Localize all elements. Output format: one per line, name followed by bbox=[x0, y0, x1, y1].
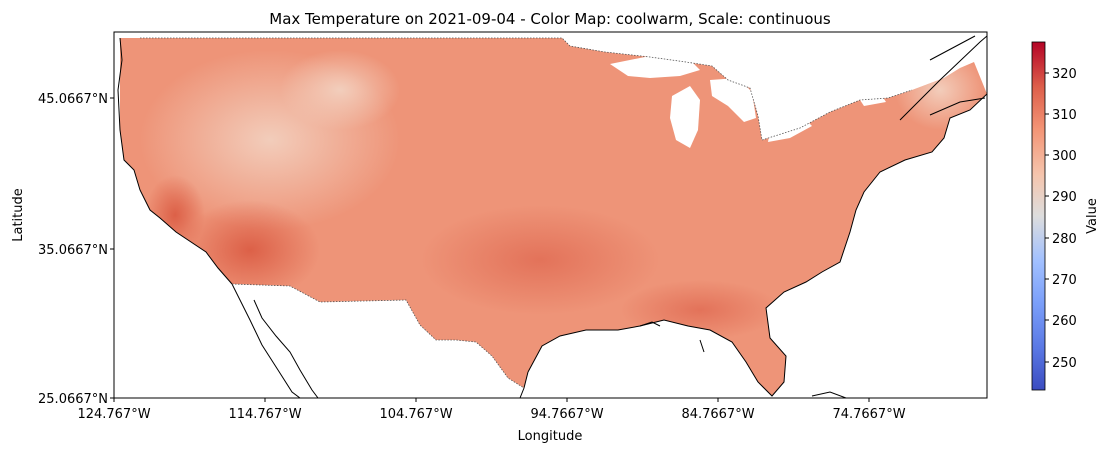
y-axis-label: Latitude bbox=[11, 188, 26, 242]
colorbar-tick-label: 270 bbox=[1052, 273, 1077, 288]
colorbar-label: Value bbox=[1085, 198, 1100, 234]
x-axis: 124.767°W 114.767°W 104.767°W 94.7667°W … bbox=[77, 398, 906, 444]
colorbar-tick-label: 310 bbox=[1052, 108, 1077, 123]
lake-ontario bbox=[860, 96, 886, 106]
colorbar-tick-label: 290 bbox=[1052, 190, 1077, 205]
lake-erie bbox=[768, 120, 812, 142]
lake-michigan bbox=[670, 86, 700, 148]
colorbar-tick-label: 320 bbox=[1052, 67, 1077, 82]
y-axis: 45.0667°N 35.0667°N 25.0667°N Latitude bbox=[11, 92, 114, 407]
colorbar-tick-label: 300 bbox=[1052, 149, 1077, 164]
y-tick-label: 25.0667°N bbox=[38, 392, 108, 407]
colorbar-tick-label: 250 bbox=[1052, 356, 1077, 371]
x-tick-label: 104.767°W bbox=[379, 407, 452, 422]
colorbar-gradient bbox=[1031, 41, 1046, 391]
y-tick-label: 35.0667°N bbox=[38, 243, 108, 258]
lake-superior bbox=[610, 56, 700, 78]
x-tick-label: 74.7667°W bbox=[832, 407, 905, 422]
border-dotted bbox=[140, 37, 913, 389]
x-tick-label: 124.767°W bbox=[77, 407, 150, 422]
colorbar-tick-label: 280 bbox=[1052, 232, 1077, 247]
coastlines bbox=[117, 35, 987, 398]
x-tick-label: 84.7667°W bbox=[681, 407, 754, 422]
colorbar: 320 310 300 290 280 270 260 250 Value bbox=[1031, 41, 1100, 391]
axes-frame bbox=[113, 31, 988, 399]
x-axis-label: Longitude bbox=[518, 429, 583, 444]
x-tick-label: 114.767°W bbox=[228, 407, 301, 422]
y-tick-label: 45.0667°N bbox=[38, 92, 108, 107]
lake-huron bbox=[710, 78, 756, 122]
chart-title: Max Temperature on 2021-09-04 - Color Ma… bbox=[269, 10, 831, 28]
colorbar-tick-label: 260 bbox=[1052, 314, 1077, 329]
x-tick-label: 94.7667°W bbox=[530, 407, 603, 422]
colorbar-ticks: 320 310 300 290 280 270 260 250 bbox=[1045, 67, 1077, 371]
